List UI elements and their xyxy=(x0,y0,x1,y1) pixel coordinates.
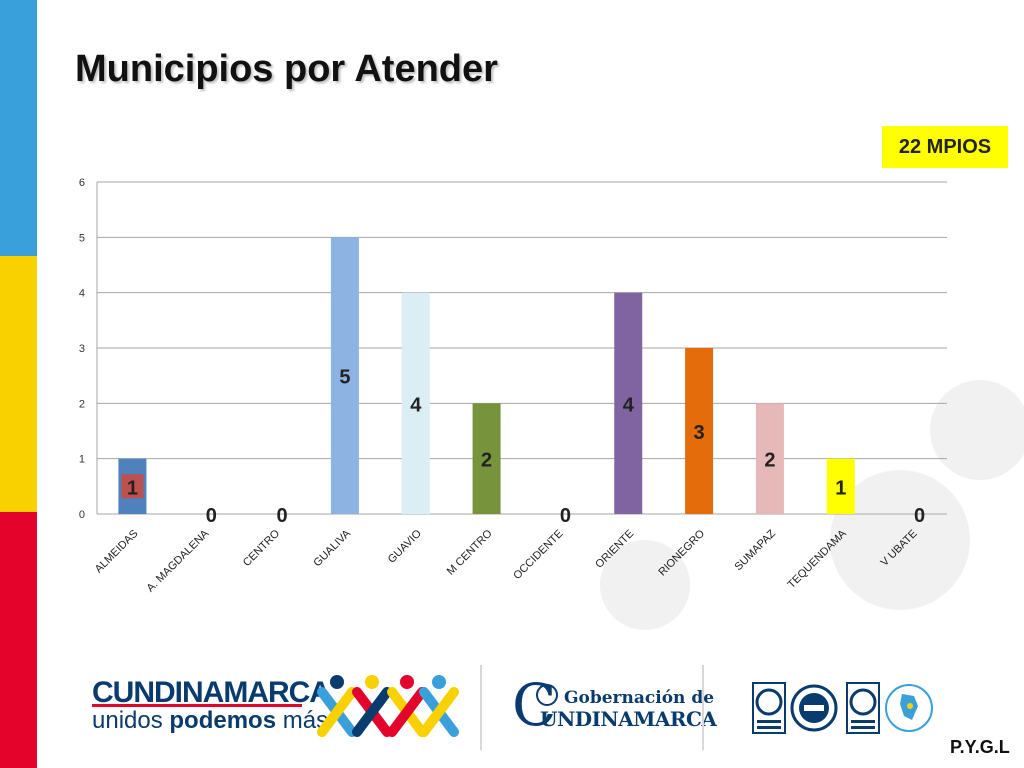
x-tick-label: GUALIVA xyxy=(311,527,353,569)
iso-9001-certificate-icon xyxy=(752,682,786,734)
red-stripe xyxy=(0,512,37,768)
bar xyxy=(330,237,359,515)
data-label: 2 xyxy=(764,450,775,472)
x-tick-label: A. MAGDALENA xyxy=(145,527,212,594)
footer-separator xyxy=(480,665,482,750)
logo-tagline: unidos podemos más xyxy=(92,707,329,734)
bar xyxy=(472,403,501,514)
bar xyxy=(401,292,430,514)
ntcgp-certificate-icon xyxy=(846,682,880,734)
x-tick-label: CENTRO xyxy=(241,527,283,569)
slide-title: Municipios por Atender xyxy=(75,48,498,90)
data-label: 0 xyxy=(277,505,288,527)
data-label: 4 xyxy=(410,394,422,416)
background-circle xyxy=(600,540,690,630)
data-label: 4 xyxy=(623,394,635,416)
x-tick-label: V UBATE xyxy=(879,528,920,569)
y-tick-label: 2 xyxy=(79,398,85,410)
blue-stripe xyxy=(0,0,37,256)
bar xyxy=(614,292,643,514)
y-tick-label: 5 xyxy=(79,232,85,244)
bar xyxy=(685,348,714,514)
footer-separator xyxy=(702,665,704,750)
bar xyxy=(755,403,784,514)
x-tick-label: TEQUENDAMA xyxy=(785,527,849,591)
x-tick-label: M CENTRO xyxy=(445,527,495,577)
gobernacion-name: UNDINAMARCA xyxy=(540,707,717,731)
data-label: 3 xyxy=(694,422,705,444)
department-map-seal-icon xyxy=(885,684,933,732)
data-label: 2 xyxy=(481,450,492,472)
y-tick-label: 3 xyxy=(79,343,85,355)
iqnet-certificate-icon xyxy=(790,684,838,732)
y-tick-label: 0 xyxy=(79,509,85,521)
background-circle xyxy=(930,380,1024,480)
y-tick-label: 1 xyxy=(79,454,85,466)
data-label: 0 xyxy=(914,505,925,527)
cundinamarca-logo-text: CUNDINAMARCA xyxy=(92,676,331,709)
x-tick-label: GUAVIO xyxy=(386,527,424,565)
x-tick-label: ALMEIDAS xyxy=(93,528,141,576)
data-label: 5 xyxy=(339,367,350,389)
colorful-people-logo-icon xyxy=(317,675,459,737)
yellow-stripe xyxy=(0,256,37,512)
total-badge: 22 MPIOS xyxy=(882,126,1008,168)
author-initials: P.Y.G.L xyxy=(950,737,1010,757)
seal-icon xyxy=(536,684,558,706)
y-tick-label: 6 xyxy=(79,177,85,189)
x-tick-label: ORIENTE xyxy=(593,528,636,571)
data-label-highlight xyxy=(121,474,144,499)
logo-rule xyxy=(92,704,302,707)
x-tick-label: SUMAPAZ xyxy=(733,527,779,573)
bar xyxy=(826,458,855,514)
x-tick-label: OCCIDENTE xyxy=(511,528,565,582)
y-tick-label: 4 xyxy=(79,288,85,300)
x-tick-label: RIONEGRO xyxy=(656,527,707,578)
data-label: 1 xyxy=(127,477,138,499)
data-label: 1 xyxy=(835,477,846,499)
data-label: 0 xyxy=(560,505,571,527)
data-label: 0 xyxy=(206,505,217,527)
gobernacion-text: Gobernación de xyxy=(564,688,715,708)
